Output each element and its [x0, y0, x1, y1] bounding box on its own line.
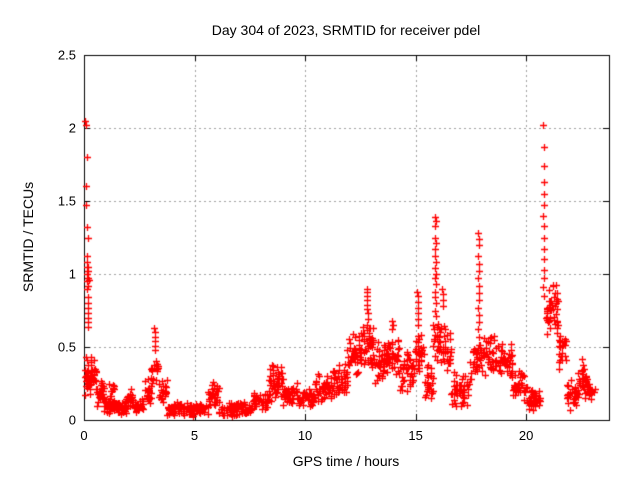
y-tick-label: 2	[68, 120, 76, 136]
x-tick-label: 5	[190, 428, 199, 443]
chart-title: Day 304 of 2023, SRMTID for receiver pde…	[211, 22, 481, 38]
x-tick-label: 20	[518, 428, 534, 443]
y-tick-label: 1.5	[57, 193, 76, 209]
y-tick-label: 1	[68, 266, 76, 282]
y-tick-label: 0	[68, 412, 76, 428]
x-tick-label: 0	[80, 428, 88, 443]
y-tick-label: 2.5	[57, 47, 76, 63]
y-axis-label: SRMTID / TECUs	[20, 181, 36, 293]
x-axis-label: GPS time / hours	[292, 453, 400, 469]
y-tick-label: 0.5	[57, 339, 76, 355]
x-tick-label: 15	[408, 428, 423, 443]
x-tick-label: 10	[297, 428, 313, 443]
